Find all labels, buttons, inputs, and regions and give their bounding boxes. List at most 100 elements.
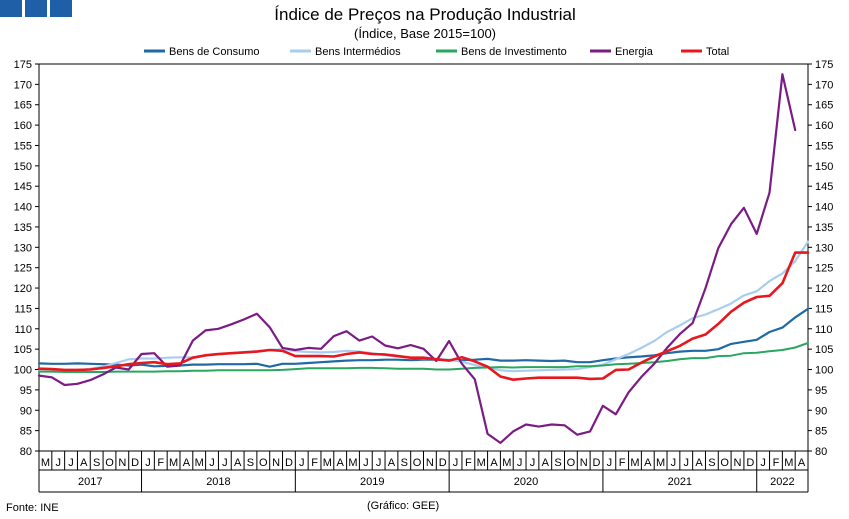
month-label: M (169, 457, 178, 469)
month-label: A (798, 457, 806, 469)
y-tick-label-left: 125 (14, 263, 32, 275)
y-tick-label-left: 95 (20, 385, 32, 397)
y-tick-label-right: 135 (815, 222, 833, 234)
logo (0, 0, 72, 17)
month-label: A (695, 457, 703, 469)
chart-subtitle: (Índice, Base 2015=100) (354, 26, 496, 41)
month-label: O (413, 457, 422, 469)
month-label: J (453, 457, 459, 469)
y-tick-label-right: 85 (815, 426, 827, 438)
y-tick-label-left: 100 (14, 365, 32, 377)
series-line-4 (37, 251, 810, 382)
chart-title: Índice de Preços na Produção Industrial (274, 5, 575, 24)
y-tick-label-right: 90 (815, 405, 827, 417)
month-label: N (734, 457, 742, 469)
month-label: S (708, 457, 715, 469)
month-label: J (671, 457, 677, 469)
month-label: D (439, 457, 447, 469)
month-label: D (131, 457, 139, 469)
month-label: S (247, 457, 254, 469)
month-label: N (580, 457, 588, 469)
month-label: S (93, 457, 100, 469)
y-tick-label-left: 105 (14, 344, 32, 356)
month-label: D (285, 457, 293, 469)
legend-label-2: Bens de Investimento (461, 46, 567, 58)
month-label: A (337, 457, 345, 469)
y-tick-label-left: 155 (14, 140, 32, 152)
y-tick-label-right: 160 (815, 120, 833, 132)
y-tick-label-right: 80 (815, 446, 827, 458)
legend-label-4: Total (706, 46, 729, 58)
y-tick-label-left: 115 (14, 303, 32, 315)
month-label: O (720, 457, 729, 469)
y-tick-label-right: 105 (815, 344, 833, 356)
month-label: M (784, 457, 793, 469)
chart-credit: (Gráfico: GEE) (367, 500, 440, 512)
month-label: J (68, 457, 74, 469)
y-tick-label-right: 110 (815, 324, 833, 336)
y-tick-label-right: 140 (815, 202, 833, 214)
month-label: A (644, 457, 652, 469)
month-label: S (401, 457, 408, 469)
series-line-3 (37, 73, 797, 444)
series-group (37, 73, 810, 444)
legend-label-3: Energia (615, 46, 654, 58)
year-label: 2019 (360, 476, 384, 488)
month-label: J (299, 457, 305, 469)
y-tick-label-left: 85 (20, 426, 32, 438)
month-label: D (593, 457, 601, 469)
legend-label-0: Bens de Consumo (169, 46, 260, 58)
y-tick-label-left: 140 (14, 202, 32, 214)
month-label: J (222, 457, 228, 469)
y-tick-label-right: 155 (815, 140, 833, 152)
legend: Bens de Consumo Bens Intermédios Bens de I… (144, 46, 729, 58)
y-tick-label-left: 130 (14, 242, 32, 254)
y-tick-label-right: 95 (815, 385, 827, 397)
month-label: M (195, 457, 204, 469)
y-tick-label-left: 150 (14, 161, 32, 173)
y-tick-label-left: 90 (20, 405, 32, 417)
month-label: M (477, 457, 486, 469)
year-label: 2018 (206, 476, 230, 488)
month-label: J (683, 457, 689, 469)
logo-square (0, 0, 22, 17)
logo-square (25, 0, 47, 17)
y-tick-label-right: 125 (815, 263, 833, 275)
y-tick-label-left: 110 (14, 324, 32, 336)
month-label: F (311, 457, 318, 469)
month-label: N (426, 457, 434, 469)
month-label: A (80, 457, 88, 469)
y-tick-label-right: 145 (815, 181, 833, 193)
y-tick-label-right: 120 (815, 283, 833, 295)
month-label: A (183, 457, 191, 469)
month-label: M (323, 457, 332, 469)
series-line-1 (37, 240, 810, 373)
month-label: J (55, 457, 61, 469)
month-label: F (157, 457, 164, 469)
month-label: A (234, 457, 242, 469)
month-label: J (209, 457, 215, 469)
plot-frame (38, 63, 809, 452)
y-tick-label-left: 135 (14, 222, 32, 234)
y-tick-label-left: 170 (14, 79, 32, 91)
month-label: M (630, 457, 639, 469)
month-label: M (348, 457, 357, 469)
y-tick-label-right: 170 (815, 79, 833, 91)
month-label: F (619, 457, 626, 469)
month-label: J (376, 457, 382, 469)
month-label: J (760, 457, 766, 469)
y-tick-label-right: 165 (815, 100, 833, 112)
month-label: J (607, 457, 613, 469)
y-tick-label-left: 120 (14, 283, 32, 295)
source-note: Fonte: INE (6, 502, 59, 514)
month-label: A (388, 457, 396, 469)
y-tick-label-left: 175 (14, 59, 32, 71)
month-label: M (656, 457, 665, 469)
month-label: O (259, 457, 268, 469)
month-label: J (530, 457, 536, 469)
y-tick-label-right: 150 (815, 161, 833, 173)
month-label: M (41, 457, 50, 469)
month-label: J (363, 457, 369, 469)
axes: 80 80 85 85 90 90 95 95 100 100 105 105 110 110 115 115… (14, 59, 833, 493)
